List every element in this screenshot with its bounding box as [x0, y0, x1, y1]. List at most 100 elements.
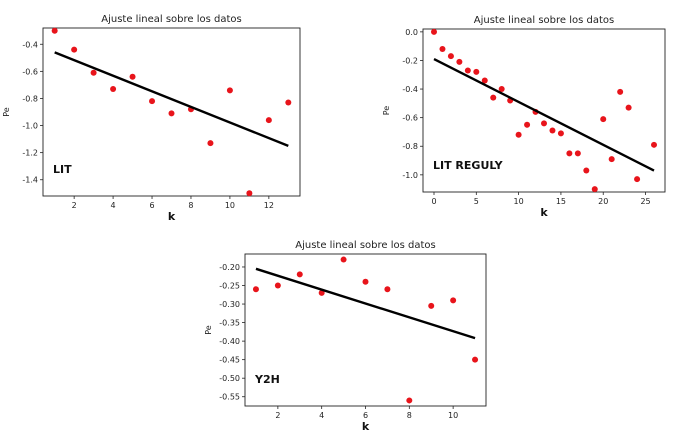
- x-tick-label: 15: [556, 197, 566, 206]
- y-tick-label: -0.20: [219, 263, 240, 272]
- y-tick-label: -0.25: [219, 282, 240, 291]
- data-point: [246, 190, 253, 197]
- data-point: [51, 27, 58, 34]
- data-point: [252, 286, 259, 293]
- y-tick-label: -1.0: [402, 171, 418, 180]
- chart-title: Ajuste lineal sobre los datos: [101, 14, 241, 25]
- x-tick-label: 2: [72, 201, 77, 210]
- data-point: [651, 141, 657, 148]
- y-axis-label: Pe: [204, 325, 213, 335]
- y-tick-label: -1.2: [22, 149, 38, 158]
- y-tick-label: -0.40: [219, 337, 240, 346]
- x-tick-label: 10: [448, 411, 458, 420]
- y-tick-label: -0.30: [219, 300, 240, 309]
- panel-label: LIT REGULY: [433, 159, 504, 172]
- x-tick-label: 6: [363, 411, 368, 420]
- data-point: [431, 28, 437, 35]
- x-axis-label: k: [362, 420, 370, 433]
- data-point: [450, 297, 457, 304]
- y-axis-label: Pe: [382, 106, 391, 116]
- y-tick-label: -0.6: [22, 67, 38, 76]
- data-point: [472, 356, 479, 363]
- data-point: [168, 110, 175, 117]
- data-point: [515, 131, 522, 138]
- y-tick-label: -0.8: [402, 142, 418, 151]
- data-point: [456, 58, 463, 65]
- data-point: [71, 46, 78, 53]
- data-point: [362, 278, 369, 285]
- data-point: [608, 156, 615, 163]
- data-point: [473, 68, 480, 75]
- data-point: [274, 282, 281, 289]
- y-tick-label: -0.35: [219, 319, 240, 328]
- data-point: [600, 116, 607, 123]
- x-tick-label: 2: [275, 411, 280, 420]
- panel-label: Y2H: [254, 373, 280, 386]
- x-tick-label: 4: [319, 411, 324, 420]
- chart-title: Ajuste lineal sobre los datos: [474, 15, 614, 26]
- data-point: [490, 94, 497, 101]
- data-point: [634, 176, 641, 183]
- x-tick-label: 4: [111, 201, 116, 210]
- panel-y2h: Ajuste lineal sobre los datos 2 4 6 8 10 -0.55…: [204, 240, 487, 433]
- panel-label: LIT: [53, 163, 72, 176]
- data-point: [406, 397, 413, 404]
- panel-lit-reguly: Ajuste lineal sobre los datos 0 5 10 15 20 25 -…: [382, 15, 666, 219]
- x-tick-label: 25: [640, 197, 650, 206]
- plot-frame: [422, 28, 666, 193]
- data-point: [617, 88, 624, 95]
- data-point: [285, 99, 292, 106]
- y-tick-label: -0.6: [402, 114, 418, 123]
- data-point: [591, 186, 598, 193]
- data-point: [566, 150, 573, 157]
- data-point: [439, 46, 446, 53]
- x-tick-label: 8: [407, 411, 412, 420]
- data-point: [447, 53, 454, 60]
- y-tick-label: -0.2: [402, 56, 418, 65]
- fit-line: [255, 267, 476, 340]
- x-tick-label: 10: [225, 201, 235, 210]
- y-tick-label: -0.50: [219, 374, 240, 383]
- panel-lit: Ajuste lineal sobre los datos 2 4 6 8 10 12 -1.…: [2, 14, 301, 223]
- data-point: [549, 127, 556, 134]
- data-point: [90, 69, 97, 76]
- data-point: [541, 120, 547, 127]
- x-axis-label: k: [540, 206, 548, 219]
- y-tick-label: -0.55: [219, 393, 240, 402]
- fit-line: [433, 57, 655, 172]
- fit-line: [54, 51, 289, 147]
- x-tick-label: 20: [598, 197, 608, 206]
- data-point: [226, 87, 233, 94]
- y-tick-label: -0.8: [22, 94, 38, 103]
- x-tick-label: 0: [431, 197, 436, 206]
- data-point: [110, 85, 117, 92]
- x-tick-label: 5: [474, 197, 479, 206]
- data-point: [207, 140, 214, 147]
- data-point: [524, 121, 531, 128]
- data-point: [574, 150, 581, 157]
- x-axis-label: k: [168, 210, 176, 223]
- data-point: [129, 73, 136, 80]
- data-point: [481, 77, 488, 84]
- data-point: [464, 67, 471, 74]
- plot-frame: [42, 27, 301, 197]
- y-tick-label: -0.45: [219, 356, 240, 365]
- data-point: [384, 286, 391, 293]
- data-point: [498, 86, 505, 93]
- data-point: [557, 130, 564, 137]
- data-point: [340, 256, 347, 263]
- x-tick-label: 12: [264, 201, 274, 210]
- x-tick-label: 10: [514, 197, 524, 206]
- data-point: [428, 302, 435, 309]
- y-tick-label: -1.4: [22, 176, 38, 185]
- data-point: [265, 117, 272, 124]
- y-tick-label: -0.4: [22, 40, 38, 49]
- y-tick-label: -1.0: [22, 122, 38, 131]
- chart-title: Ajuste lineal sobre los datos: [295, 240, 435, 251]
- y-axis-label: Pe: [2, 107, 11, 117]
- x-tick-label: 6: [149, 201, 154, 210]
- x-tick-label: 8: [188, 201, 193, 210]
- y-tick-label: -0.4: [402, 85, 418, 94]
- y-tick-label: 0.0: [405, 28, 418, 37]
